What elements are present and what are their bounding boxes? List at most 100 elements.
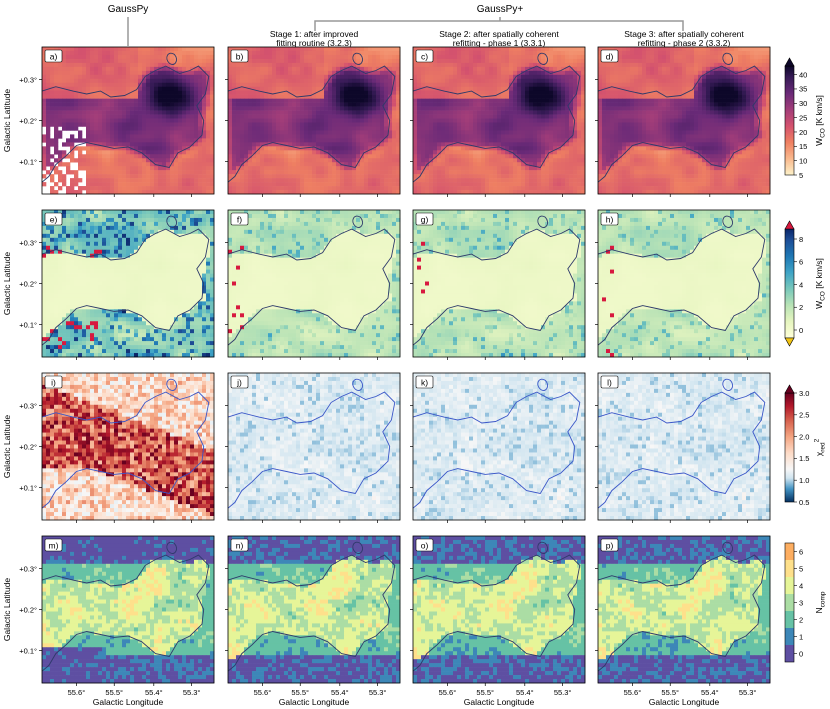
map-pixel [537,74,542,80]
map-pixel [537,166,542,171]
map-pixel [360,182,365,187]
map-pixel [236,114,241,119]
map-pixel [413,47,418,52]
map-pixel [557,178,562,183]
map-pixel [429,122,434,127]
map-pixel [557,154,562,159]
map-pixel [296,62,301,68]
map-pixel [348,126,353,131]
map-pixel [228,94,233,99]
map-pixel [186,58,191,64]
map-pixel [312,138,317,143]
map-pixel [134,134,139,139]
map-pixel [340,154,345,159]
map-pixel [46,158,51,163]
map-pixel [376,114,381,119]
map-pixel [505,86,510,91]
map-pixel [248,122,253,127]
map-pixel [66,110,71,115]
map-pixel [678,66,683,72]
map-pixel [577,178,582,183]
map-pixel [304,146,309,151]
map-pixel [154,178,159,183]
map-pixel [388,178,393,183]
map-pixel [150,190,155,195]
map-pixel [252,146,257,151]
map-pixel [46,78,51,84]
map-pixel [396,54,401,60]
map-pixel [549,47,554,52]
map-pixel [356,170,361,175]
map-pixel [388,150,393,155]
map-pixel [206,122,211,127]
map-pixel [505,78,510,84]
map-pixel [252,110,257,115]
map-pixel [110,106,115,111]
map-pixel [158,122,163,127]
map-pixel [706,47,711,52]
map-pixel [134,47,139,52]
map-pixel [166,70,171,76]
map-pixel [244,162,249,167]
map-pixel [158,146,163,151]
map-pixel [158,178,163,183]
map-pixel [198,150,203,155]
map-pixel [449,174,454,179]
map-pixel [505,126,510,131]
map-pixel [388,58,393,64]
map-pixel [457,50,462,56]
map-pixel [348,130,353,135]
map-pixel [304,138,309,143]
map-pixel [122,90,127,95]
map-pixel [82,94,87,99]
map-pixel [252,54,257,60]
map-pixel [240,130,245,135]
map-pixel [457,70,462,76]
map-pixel [453,182,458,187]
map-pixel [134,114,139,119]
map-pixel [364,150,369,155]
map-pixel [182,74,187,80]
map-pixel [308,190,313,195]
map-pixel [248,142,253,147]
map-pixel [344,50,349,56]
map-pixel [360,134,365,139]
map-pixel [569,50,574,56]
map-pixel [626,62,631,68]
map-pixel [493,94,498,99]
map-pixel [264,126,269,131]
map-pixel [328,182,333,187]
map-pixel [413,162,418,167]
map-pixel [78,58,83,64]
map-pixel [646,50,651,56]
map-pixel [272,102,277,107]
map-pixel [722,50,727,56]
map-pixel [252,50,257,56]
map-pixel [380,142,385,147]
map-pixel [316,78,321,84]
map-pixel [573,186,578,191]
map-pixel [573,78,578,84]
map-pixel [248,50,253,56]
map-pixel [78,190,83,195]
map-pixel [477,182,482,187]
map-pixel [154,78,159,84]
map-pixel [328,70,333,76]
map-pixel [517,50,522,56]
map-pixel [264,94,269,99]
map-pixel [565,70,570,76]
map-pixel [82,70,87,76]
map-pixel [513,98,518,103]
map-pixel [194,90,199,95]
map-pixel [694,47,699,52]
map-pixel [106,106,111,111]
map-pixel [276,158,281,163]
map-pixel [122,182,127,187]
map-pixel [304,142,309,147]
map-pixel [477,178,482,183]
map-pixel [150,186,155,191]
map-pixel [264,154,269,159]
map-pixel [228,150,233,155]
map-pixel [54,110,59,115]
map-pixel [421,70,426,76]
